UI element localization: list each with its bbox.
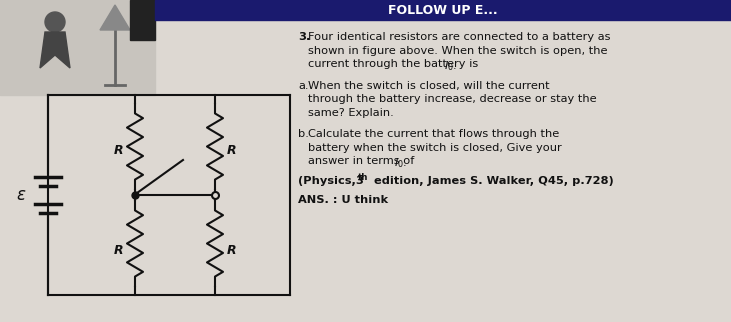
Text: R: R [227,144,237,156]
Bar [130,0,155,40]
Bar [155,0,731,20]
Polygon shape [100,5,130,30]
Text: 3.: 3. [298,32,311,42]
Text: $I_0$.: $I_0$. [394,156,407,170]
Text: Four identical resistors are connected to a battery as: Four identical resistors are connected t… [308,32,610,42]
Text: current through the battery is: current through the battery is [308,59,482,69]
Text: (Physics,3: (Physics,3 [298,175,364,185]
Text: R: R [113,144,123,156]
Bar [0,0,155,95]
Text: R: R [113,243,123,257]
Polygon shape [40,32,70,68]
Text: FOLLOW UP E...: FOLLOW UP E... [388,4,498,16]
Text: ANS. : U think: ANS. : U think [298,195,388,205]
Text: R: R [227,243,237,257]
Text: through the battery increase, decrease or stay the: through the battery increase, decrease o… [308,94,596,104]
Text: b.: b. [298,129,309,139]
Text: edition, James S. Walker, Q45, p.728): edition, James S. Walker, Q45, p.728) [370,175,614,185]
Text: battery when the switch is closed, Give your: battery when the switch is closed, Give … [308,143,561,153]
Text: When the switch is closed, will the current: When the switch is closed, will the curr… [308,80,550,90]
Text: th: th [358,173,368,182]
Circle shape [45,12,65,32]
Text: $I_0$.: $I_0$. [444,59,457,73]
Text: Calculate the current that flows through the: Calculate the current that flows through… [308,129,559,139]
Text: same? Explain.: same? Explain. [308,108,394,118]
Text: answer in terms of: answer in terms of [308,156,418,166]
Text: a.: a. [298,80,308,90]
Text: $\varepsilon$: $\varepsilon$ [15,186,26,204]
Text: shown in figure above. When the switch is open, the: shown in figure above. When the switch i… [308,45,607,55]
